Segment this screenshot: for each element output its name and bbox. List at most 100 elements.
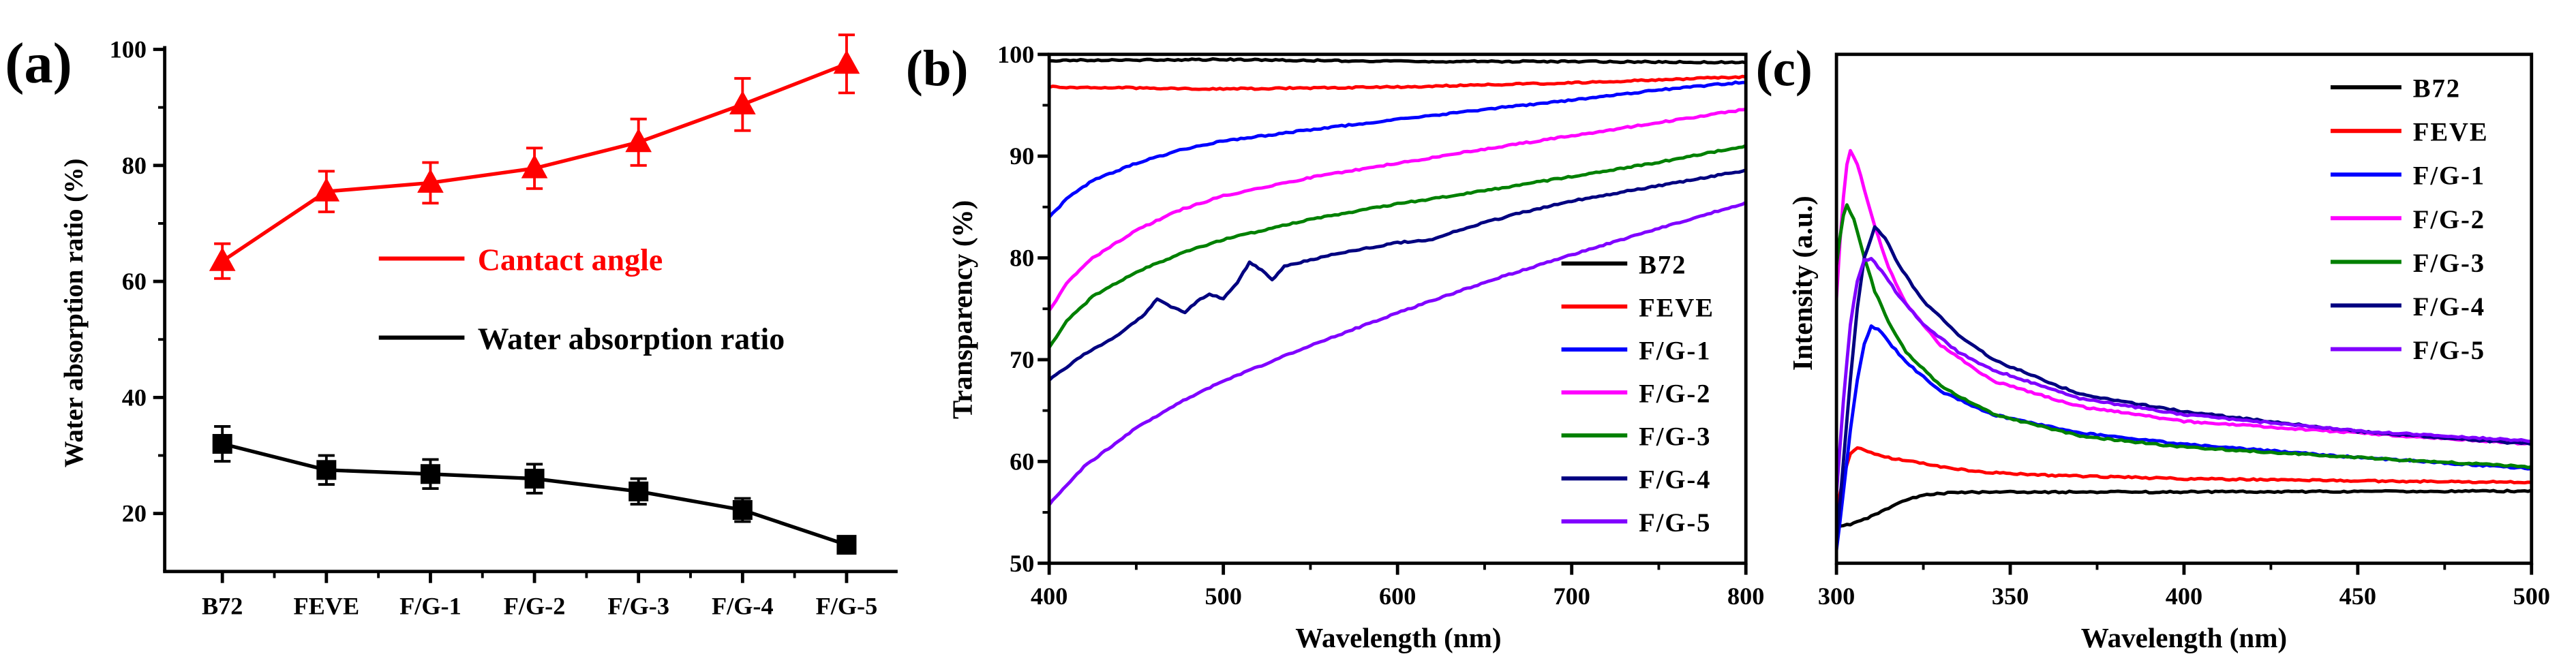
legend-entry-f-g-5: F/G-5: [1561, 509, 1711, 538]
x-tick-label: 800: [1727, 583, 1764, 610]
y-tick-label: 80: [122, 152, 147, 179]
x-tick-label: 400: [2166, 583, 2202, 610]
panel-c: (c) Intensity (a.u.) Wavelength (nm) 300…: [1756, 41, 2550, 653]
y-axis-title: Intensity (a.u.): [1787, 196, 1818, 371]
y-tick-label: 70: [1010, 346, 1034, 373]
x-tick-label: 500: [2513, 583, 2550, 610]
x-axis-title: Wavelength (nm): [2081, 622, 2287, 653]
data-point-triangle: [833, 50, 860, 74]
series-line-feve: [1836, 446, 2532, 511]
x-tick-label: 400: [1031, 583, 1067, 610]
legend: B72 FEVE F/G-1 F/G-2 F/G-3 F/G-4 F/G-5: [2330, 75, 2489, 365]
legend-label: F/G-1: [1639, 337, 1711, 365]
series-line-b72: [1049, 57, 1746, 65]
legend-label: Cantact angle: [478, 242, 663, 277]
panel-label: (b): [906, 41, 969, 97]
series-line-f-g-3: [1049, 144, 1746, 349]
x-tick-label: 700: [1554, 583, 1590, 610]
y-axis-title: Transparency (%): [947, 200, 978, 419]
legend-entry-f-g-1: F/G-1: [1561, 337, 1711, 365]
panel-label: (c): [1756, 41, 1813, 97]
legend-entry-water-absorption-ratio: Water absorption ratio: [378, 321, 785, 356]
y-tick-label: 40: [122, 384, 147, 411]
plot-area: 20 40 60 80 100 B72 FEVE F/G-1 F/G-2 F/G-3 F/G-4 F/…: [110, 33, 898, 620]
legend: B72 FEVE F/G-1 F/G-2 F/G-3 F/G-4 F/G-5: [1561, 251, 1714, 538]
x-tick-label: 350: [1992, 583, 2029, 610]
legend-label: F/G-1: [2413, 162, 2485, 191]
x-category-label: F/G-5: [816, 593, 878, 620]
data-point-square: [316, 460, 337, 480]
x-tick-label: 600: [1379, 583, 1416, 610]
data-point-triangle: [209, 247, 236, 271]
x-category-label: F/G-3: [607, 593, 669, 620]
legend-label: B72: [1639, 251, 1686, 279]
plot-area: 400 500 600 700 800 50 60 70 80 90 100: [997, 41, 1764, 610]
series-cantact-angle: [209, 33, 860, 280]
panel-label: (a): [5, 32, 72, 95]
y-tick-label: 100: [110, 36, 147, 63]
y-tick-label: 90: [1010, 142, 1034, 170]
y-axis-title: Water absorption ratio (%): [60, 159, 89, 468]
legend-entry-feve: FEVE: [1561, 294, 1714, 322]
legend-entry-cantact-angle: Cantact angle: [378, 242, 663, 277]
legend-label: F/G-5: [1639, 509, 1711, 538]
data-point-triangle: [729, 90, 756, 114]
x-category-label: F/G-1: [399, 593, 461, 620]
legend-entry-feve: FEVE: [2330, 119, 2489, 147]
legend-entry-f-g-2: F/G-2: [2330, 206, 2485, 234]
data-point-triangle: [313, 177, 340, 202]
legend-entry-b72: B72: [2330, 75, 2461, 104]
legend-entry-f-g-4: F/G-4: [1561, 466, 1711, 495]
legend: Cantact angle Water absorption ratio: [378, 242, 785, 356]
plot-area: 300 350 400 450 500: [1818, 52, 2550, 610]
series-line-f-g-5: [1836, 256, 2532, 495]
series-water-absorption-ratio: [212, 425, 857, 555]
x-category-label: FEVE: [293, 593, 359, 620]
legend-entry-f-g-1: F/G-1: [2330, 162, 2485, 191]
legend-label: FEVE: [2413, 119, 2489, 147]
y-tick-label: 20: [122, 500, 147, 527]
legend-label: FEVE: [1639, 294, 1714, 322]
data-point-square: [212, 433, 232, 454]
legend-label: Water absorption ratio: [478, 321, 785, 356]
series-line-f-g-1: [1049, 80, 1746, 219]
legend-label: F/G-2: [2413, 206, 2485, 234]
x-tick-label: 300: [1818, 583, 1855, 610]
panel-b: (b) Transparency (%) Wavelength (nm) 400…: [906, 41, 1764, 653]
series-line-f-g-4: [1049, 168, 1746, 382]
series-line-f-g-3: [1836, 203, 2532, 469]
x-category-label: F/G-2: [504, 593, 566, 620]
panel-a: (a) Water absorption ratio (%) 20 40 60 80 1…: [5, 32, 898, 620]
y-tick-label: 60: [1010, 448, 1034, 475]
series-line-f-g-5: [1049, 200, 1746, 506]
y-tick-label: 50: [1010, 550, 1034, 577]
legend-label: F/G-5: [2413, 337, 2485, 365]
legend-label: F/G-4: [2413, 293, 2485, 322]
series-line-f-g-2: [1049, 108, 1746, 312]
y-tick-label: 100: [997, 41, 1034, 68]
legend-label: F/G-4: [1639, 466, 1711, 495]
data-point-square: [420, 464, 440, 484]
x-category-label: B72: [202, 593, 243, 620]
y-tick-label: 60: [122, 268, 147, 295]
x-tick-label: 450: [2339, 583, 2376, 610]
data-point-triangle: [417, 168, 444, 193]
legend-entry-b72: B72: [1561, 251, 1686, 279]
legend-label: F/G-3: [2413, 249, 2485, 278]
legend-label: F/G-3: [1639, 423, 1711, 452]
series-group: [1836, 149, 2532, 550]
x-axis-title: Wavelength (nm): [1295, 622, 1501, 653]
data-point-square: [836, 535, 857, 555]
x-category-label: F/G-4: [712, 593, 774, 620]
x-tick-label: 500: [1204, 583, 1241, 610]
legend-label: B72: [2413, 75, 2461, 104]
data-point-square: [732, 500, 753, 521]
legend-entry-f-g-3: F/G-3: [1561, 423, 1711, 452]
data-point-triangle: [625, 128, 652, 153]
legend-entry-f-g-3: F/G-3: [2330, 249, 2485, 278]
series-group: [1049, 57, 1746, 506]
legend-entry-f-g-5: F/G-5: [2330, 337, 2485, 365]
data-point-square: [524, 469, 545, 489]
